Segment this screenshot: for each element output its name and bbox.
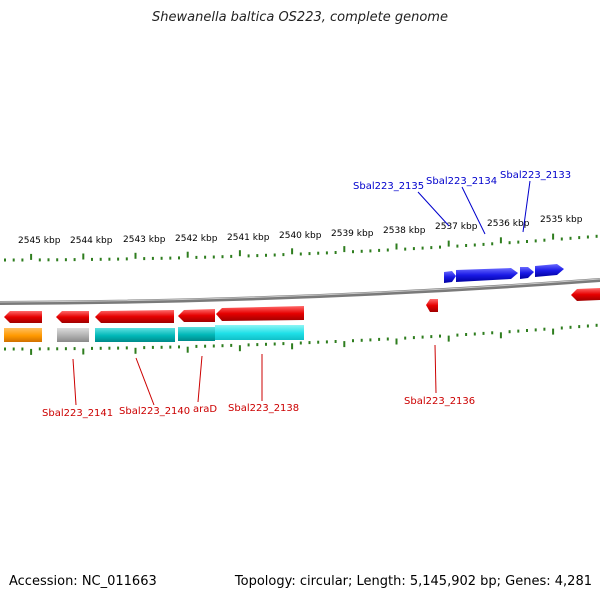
leader-line (72, 358, 77, 406)
cds-orange[interactable] (4, 328, 42, 342)
gene-label-sbal223-2140[interactable]: Sbal223_2140 (119, 406, 190, 417)
cds-cyan-2140[interactable] (95, 328, 175, 342)
leader-line (434, 344, 437, 394)
gene-label-sbal223-2133[interactable]: Sbal223_2133 (500, 170, 571, 181)
gene-arad[interactable] (178, 309, 215, 322)
ruler-label: 2545 kbp (18, 236, 61, 246)
gene-sbal223-2141b[interactable] (56, 311, 89, 323)
ruler-label: 2539 kbp (331, 229, 374, 239)
ruler-label: 2542 kbp (175, 234, 218, 244)
upper-ruler (4, 233, 598, 262)
gene-label-sbal223-2135[interactable]: Sbal223_2135 (353, 181, 424, 192)
leader-line (197, 355, 203, 403)
leader-line (522, 180, 531, 233)
gene-edge-right[interactable] (571, 288, 600, 301)
cds-bars (4, 325, 304, 342)
genome-title: Shewanella baltica OS223, complete genom… (152, 10, 448, 25)
topology-summary: Topology: circular; Length: 5,145,902 bp… (234, 574, 592, 589)
reverse-labels: Sbal223_2141 Sbal223_2140 araD Sbal223_2… (42, 344, 475, 419)
genome-backbone-highlight (0, 278, 600, 303)
leader-line (135, 357, 155, 406)
gene-sbal223-2138[interactable] (216, 306, 304, 321)
lower-ruler (4, 323, 598, 355)
ruler-label: 2538 kbp (383, 226, 426, 236)
ruler-labels: 2545 kbp 2544 kbp 2543 kbp 2542 kbp 2541… (18, 215, 583, 246)
gene-sbal223-2135[interactable] (444, 271, 456, 283)
gene-sbal223-2141[interactable] (4, 311, 42, 323)
gene-label-arad[interactable]: araD (193, 404, 217, 415)
ruler-label: 2535 kbp (540, 215, 583, 225)
accession-text: Accession: NC_011663 (9, 574, 157, 589)
genome-backbone (0, 278, 600, 305)
cds-cyan-2138[interactable] (215, 325, 304, 340)
ruler-label: 2536 kbp (487, 219, 530, 229)
gene-sbal223-2133[interactable] (535, 264, 564, 277)
ruler-label: 2540 kbp (279, 231, 322, 241)
ruler-label: 2544 kbp (70, 236, 113, 246)
forward-labels: Sbal223_2135 Sbal223_2134 Sbal223_2133 (353, 170, 571, 235)
gene-label-sbal223-2141[interactable]: Sbal223_2141 (42, 408, 113, 419)
cds-cyan-arad[interactable] (178, 327, 215, 341)
forward-genes (444, 264, 564, 283)
gene-label-sbal223-2136[interactable]: Sbal223_2136 (404, 396, 475, 407)
gene-sbal223-2133a[interactable] (520, 267, 534, 279)
ruler-label: 2537 kbp (435, 222, 478, 232)
gene-sbal223-2136[interactable] (426, 299, 438, 312)
gene-label-sbal223-2138[interactable]: Sbal223_2138 (228, 403, 299, 414)
ruler-label: 2543 kbp (123, 235, 166, 245)
reverse-genes (4, 288, 600, 323)
leader-line (417, 191, 450, 227)
ruler-label: 2541 kbp (227, 233, 270, 243)
gene-label-sbal223-2134[interactable]: Sbal223_2134 (426, 176, 497, 187)
gene-sbal223-2134[interactable] (456, 268, 518, 282)
cds-gray[interactable] (57, 328, 89, 342)
leader-line (461, 186, 486, 235)
gene-sbal223-2140[interactable] (95, 310, 174, 323)
